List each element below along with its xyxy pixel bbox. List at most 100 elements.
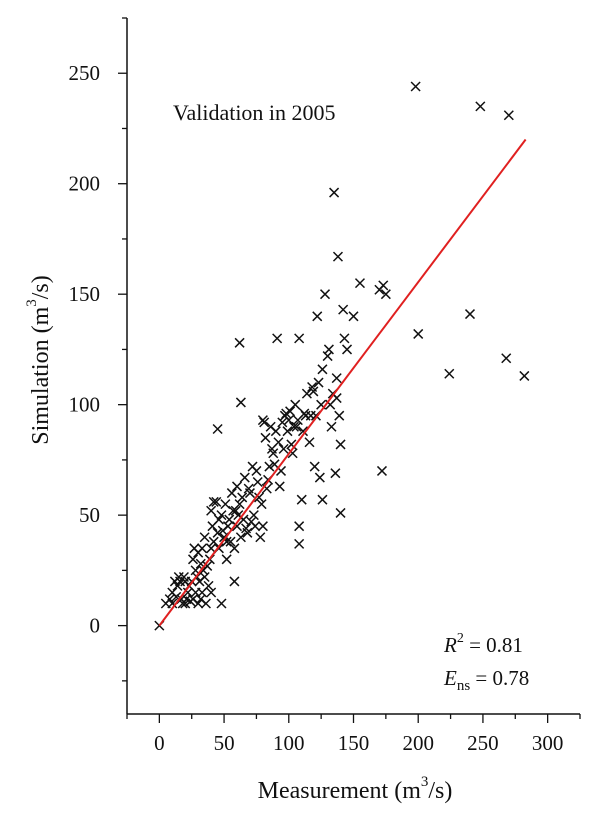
- data-point: [212, 423, 223, 435]
- ens-value: = 0.78: [470, 666, 529, 690]
- data-point: [288, 421, 299, 432]
- y-axis-title-end: /s): [28, 275, 54, 299]
- data-point: [309, 461, 320, 472]
- data-point: [317, 494, 328, 505]
- x-tick-label: 100: [273, 731, 305, 755]
- data-point: [257, 521, 268, 532]
- x-tick-label: 150: [338, 731, 370, 755]
- data-point: [226, 488, 237, 499]
- x-axis-title-main: Measurement (m: [258, 778, 422, 804]
- data-point: [224, 514, 235, 525]
- data-point: [326, 421, 337, 432]
- ens-symbol: E: [443, 666, 457, 690]
- x-tick-label: 50: [214, 731, 235, 755]
- r2-stat: R2 = 0.81: [443, 631, 523, 657]
- data-point: [278, 443, 289, 454]
- data-point: [187, 594, 199, 605]
- r2-value: = 0.81: [464, 633, 523, 657]
- data-point: [208, 536, 219, 547]
- data-point: [313, 377, 324, 388]
- data-point: [312, 311, 323, 322]
- data-point: [380, 289, 391, 300]
- chart-annotation: Validation in 2005: [173, 100, 336, 125]
- data-point: [282, 426, 293, 437]
- data-point: [332, 251, 343, 262]
- ens-subscript: ns: [457, 678, 471, 694]
- data-point: [475, 101, 486, 112]
- data-point: [206, 505, 217, 516]
- data-point: [519, 370, 530, 381]
- data-point: [301, 388, 312, 399]
- data-point: [317, 364, 328, 375]
- data-point: [220, 499, 231, 510]
- data-point: [221, 554, 232, 565]
- y-tick-label: 250: [69, 61, 101, 85]
- data-point: [253, 492, 265, 503]
- data-point: [292, 415, 303, 426]
- x-tick-label: 0: [154, 731, 165, 755]
- data-point: [197, 543, 208, 554]
- data-point: [237, 492, 248, 503]
- data-point: [231, 481, 243, 492]
- data-point: [199, 532, 210, 543]
- data-point: [187, 554, 199, 565]
- x-tick-label: 300: [532, 731, 564, 755]
- data-point: [294, 538, 305, 549]
- data-point: [304, 437, 315, 448]
- r2-symbol: R: [443, 633, 457, 657]
- data-point: [376, 465, 388, 476]
- data-point: [248, 510, 259, 521]
- y-axis-ticks: 0 50 100 150 200 250: [69, 17, 127, 682]
- data-point: [229, 543, 240, 554]
- x-axis-title: Measurement (m3/s): [258, 774, 453, 804]
- data-point: [334, 410, 345, 421]
- data-point: [323, 344, 334, 355]
- data-point: [216, 510, 227, 521]
- data-point: [501, 353, 512, 364]
- data-point: [354, 278, 366, 289]
- y-axis-title-sup: 3: [24, 299, 40, 307]
- data-point: [319, 289, 331, 300]
- data-point: [259, 417, 270, 428]
- data-point: [341, 344, 353, 355]
- data-point: [190, 587, 201, 598]
- data-point: [308, 386, 319, 397]
- data-point: [178, 571, 189, 583]
- data-point: [272, 333, 283, 344]
- y-tick-label: 50: [79, 503, 100, 527]
- data-point: [206, 587, 217, 598]
- data-point: [202, 560, 213, 571]
- data-point: [270, 426, 281, 437]
- y-axis-title-main: Simulation (m: [28, 306, 54, 444]
- data-point: [378, 280, 389, 291]
- data-point: [297, 426, 309, 437]
- data-point: [503, 110, 514, 121]
- data-point: [243, 483, 254, 494]
- data-point: [208, 496, 219, 507]
- y-tick-label: 150: [69, 282, 101, 306]
- data-point: [331, 373, 342, 384]
- data-point: [234, 499, 245, 510]
- data-point: [167, 598, 178, 609]
- data-point: [294, 333, 305, 344]
- y-tick-label: 0: [90, 614, 101, 638]
- data-point: [266, 443, 277, 454]
- data-point: [290, 399, 301, 410]
- data-point: [260, 432, 271, 443]
- data-point: [203, 580, 214, 591]
- data-point: [283, 415, 294, 426]
- data-point: [287, 448, 298, 459]
- data-point: [251, 465, 262, 476]
- data-point: [252, 476, 263, 488]
- data-point: [338, 304, 349, 315]
- data-point: [277, 417, 288, 428]
- data-point: [339, 333, 350, 344]
- data-point: [264, 461, 275, 472]
- data-point: [246, 516, 257, 527]
- data-point: [335, 439, 346, 450]
- data-point: [274, 481, 285, 492]
- data-point: [285, 406, 296, 417]
- data-point: [211, 496, 222, 507]
- r2-superscript: 2: [457, 631, 464, 646]
